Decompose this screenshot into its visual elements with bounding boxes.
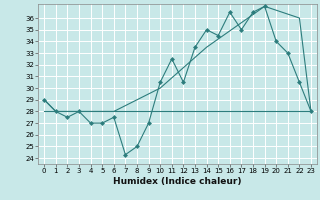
X-axis label: Humidex (Indice chaleur): Humidex (Indice chaleur)	[113, 177, 242, 186]
